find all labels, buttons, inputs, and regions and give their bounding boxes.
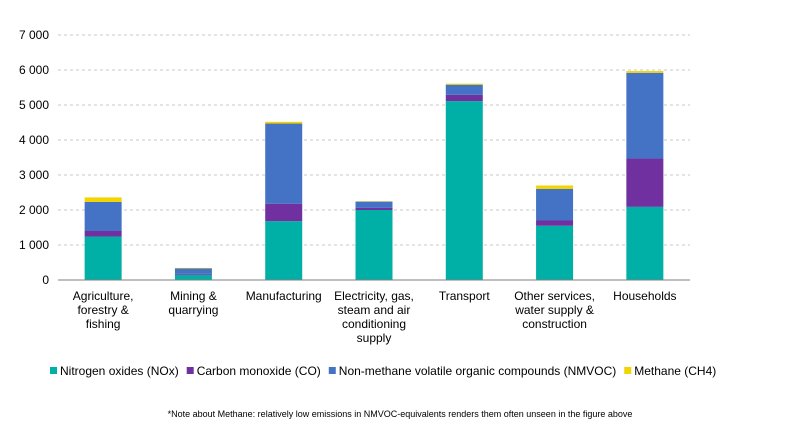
legend-swatch bbox=[186, 367, 194, 374]
category-label: Other services, bbox=[514, 289, 595, 303]
bar-segment bbox=[355, 207, 393, 210]
bar-segment bbox=[626, 72, 664, 159]
bar-segment bbox=[174, 274, 212, 280]
y-tick-label: 5 000 bbox=[19, 98, 49, 112]
bar-segment bbox=[445, 101, 483, 281]
bar-segment bbox=[536, 185, 574, 189]
legend-label: Non-methane volatile organic compounds (… bbox=[339, 364, 616, 378]
y-tick-label: 2 000 bbox=[19, 203, 49, 217]
legend-label: Methane (CH4) bbox=[634, 364, 716, 378]
y-tick-label: 7 000 bbox=[19, 28, 49, 42]
bar-segment bbox=[536, 189, 574, 221]
bar-segment bbox=[536, 225, 574, 280]
y-tick-label: 1 000 bbox=[19, 238, 49, 252]
bar-segment bbox=[84, 201, 122, 231]
y-axis-ticks: 0 1 000 2 000 3 000 4 000 5 000 6 000 7 000 bbox=[19, 28, 49, 287]
legend-swatch bbox=[50, 367, 57, 374]
bar-segment bbox=[84, 197, 122, 202]
bar-segment bbox=[626, 158, 664, 207]
category-label: Mining & bbox=[170, 289, 217, 303]
bars bbox=[84, 71, 664, 281]
bar-segment bbox=[174, 267, 212, 269]
y-tick-label: 0 bbox=[42, 273, 49, 287]
category-labels: Agriculture,forestry &fishing Mining &qua… bbox=[73, 289, 677, 345]
category-label: steam and air bbox=[338, 303, 411, 317]
bar-segment bbox=[174, 268, 212, 274]
bar-segment bbox=[536, 220, 574, 226]
y-tick-label: 3 000 bbox=[19, 168, 49, 182]
legend-swatch bbox=[328, 367, 336, 374]
bar-segment bbox=[174, 273, 212, 275]
category-label: construction bbox=[522, 317, 587, 331]
legend: Nitrogen oxides (NOx) Carbon monoxide (CO… bbox=[50, 364, 716, 378]
category-label: Manufacturing bbox=[246, 289, 322, 303]
category-label: water supply & bbox=[514, 303, 594, 317]
bar-segment bbox=[265, 221, 303, 280]
bar-segment bbox=[265, 123, 303, 204]
bar-segment bbox=[445, 94, 483, 102]
bar-segment bbox=[355, 201, 393, 208]
category-label: supply bbox=[357, 331, 392, 345]
bar-segment bbox=[445, 84, 483, 95]
bar-segment bbox=[265, 203, 303, 222]
bar-segment bbox=[355, 210, 393, 280]
category-label: conditioning bbox=[342, 317, 406, 331]
bar-segment bbox=[84, 236, 122, 280]
legend-label: Carbon monoxide (CO) bbox=[197, 364, 321, 378]
bar-segment bbox=[445, 83, 483, 85]
category-label: fishing bbox=[86, 317, 121, 331]
legend-swatch bbox=[624, 367, 632, 374]
category-label: Transport bbox=[439, 289, 491, 303]
category-label: forestry & bbox=[77, 303, 128, 317]
bar-segment bbox=[626, 71, 664, 73]
bar-segment bbox=[265, 121, 303, 124]
category-label: Households bbox=[613, 289, 676, 303]
bar-segment bbox=[626, 206, 664, 280]
y-tick-label: 4 000 bbox=[19, 133, 49, 147]
category-label: Electricity, gas, bbox=[334, 289, 414, 303]
category-label: Agriculture, bbox=[73, 289, 134, 303]
bar-segment bbox=[84, 231, 122, 237]
methane-note: *Note about Methane: relatively low emis… bbox=[168, 409, 633, 419]
legend-label: Nitrogen oxides (NOx) bbox=[60, 364, 179, 378]
category-label: quarrying bbox=[168, 303, 218, 317]
y-tick-label: 6 000 bbox=[19, 63, 49, 77]
